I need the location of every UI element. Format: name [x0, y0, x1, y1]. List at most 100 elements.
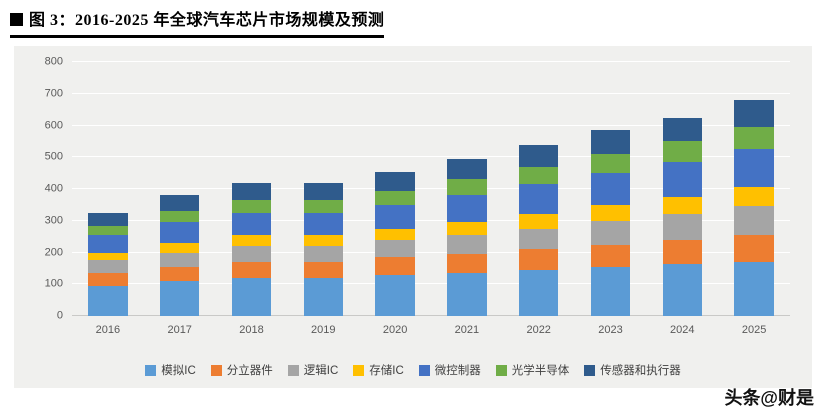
legend-swatch-icon	[353, 364, 365, 376]
bar-segment	[231, 182, 272, 201]
bar-segment	[447, 158, 487, 180]
x-axis-tick-label: 2025	[741, 324, 767, 336]
bar-segment	[159, 195, 200, 212]
y-axis-tick-label: 700	[44, 87, 63, 100]
bar-segment	[590, 266, 631, 316]
bar-segment	[590, 130, 631, 155]
watermark-text: 头条@财是	[724, 388, 814, 408]
legend-item: 传感器和执行器	[584, 362, 681, 378]
bar-segment	[231, 277, 272, 316]
bar-segment	[590, 220, 631, 245]
legend-label: 模拟IC	[161, 365, 196, 377]
bar-segment	[231, 246, 272, 263]
bar-segment	[303, 235, 344, 247]
bar-segment	[662, 117, 703, 142]
stacked-bar-2022	[518, 144, 559, 316]
figure-title-row: 图 3：2016-2025 年全球汽车芯片市场规模及预测	[10, 6, 385, 38]
x-axis-tick-label: 2024	[670, 324, 695, 336]
legend-item: 微控制器	[418, 362, 481, 378]
bar-segment	[518, 269, 559, 316]
bar-segment	[88, 260, 128, 274]
legend-item: 分立器件	[210, 362, 273, 378]
bar-segment	[375, 171, 415, 191]
bar-segment	[88, 225, 128, 236]
bar-segment	[303, 262, 344, 278]
title-square-icon	[10, 12, 23, 26]
bar-segment	[734, 100, 774, 128]
y-axis-tick-label: 300	[44, 214, 63, 227]
bar-segment	[303, 277, 344, 316]
legend-swatch-icon	[418, 364, 430, 376]
bar-segment	[518, 184, 559, 215]
bar-segment	[734, 127, 774, 150]
bar-segment	[159, 242, 200, 253]
legend-item: 存储IC	[353, 362, 404, 378]
bar-segment	[662, 239, 703, 264]
figure-title-underline: 图 3：2016-2025 年全球汽车芯片市场规模及预测	[10, 6, 385, 38]
legend-swatch-icon	[210, 364, 222, 376]
stacked-bar-2023	[590, 130, 631, 316]
bar-segment	[734, 149, 774, 188]
gridline	[72, 283, 790, 285]
bar-segment	[159, 266, 200, 282]
x-axis-line	[72, 315, 790, 316]
stacked-bar-2018	[231, 182, 272, 316]
legend-label: 微控制器	[434, 365, 481, 377]
bar-segment	[303, 182, 344, 201]
bar-segment	[662, 196, 703, 215]
x-axis-tick-label: 2021	[454, 324, 480, 336]
bar-segment	[231, 200, 272, 213]
legend-item: 光学半导体	[495, 362, 570, 378]
chart-panel: 0 100 200 300 400 500 600 700 800 2016 2017 2018 20…	[14, 46, 812, 388]
bar-segment	[590, 204, 631, 221]
bar-segment	[375, 274, 415, 316]
stacked-bar-2019	[303, 182, 344, 316]
bar-segment	[590, 173, 631, 205]
x-axis-labels: 2016 2017 2018 2019 2020 2021 2022 2023 2024 2025	[72, 324, 790, 340]
x-axis-tick-label: 2017	[167, 324, 192, 336]
legend-swatch-icon	[495, 364, 507, 376]
bar-segment	[303, 212, 344, 236]
figure-title: 图 3：2016-2025 年全球汽车芯片市场规模及预测	[29, 12, 385, 29]
gridline	[72, 61, 790, 62]
legend-label: 逻辑IC	[303, 365, 339, 377]
bar-segment	[518, 228, 559, 250]
bar-segment	[375, 239, 415, 258]
x-axis-tick-label: 2019	[311, 324, 336, 336]
bar-segment	[375, 204, 415, 229]
y-axis-tick-label: 800	[44, 55, 63, 68]
y-axis-tick-label: 600	[44, 119, 63, 131]
bar-segment	[518, 166, 559, 185]
bar-segment	[447, 235, 487, 255]
bar-segment	[734, 235, 774, 263]
bar-segment	[88, 212, 128, 226]
bar-segment	[159, 211, 200, 223]
gridline	[72, 188, 790, 189]
gridline	[72, 124, 790, 126]
stacked-bar-2020	[375, 171, 415, 316]
bar-segment	[447, 195, 487, 223]
bar-segment	[375, 257, 415, 275]
bar-segment	[447, 273, 487, 316]
gridline	[72, 156, 790, 158]
bar-segment	[231, 235, 272, 247]
bar-segment	[231, 262, 272, 278]
stacked-bar-2016	[88, 212, 128, 316]
bar-segment	[447, 222, 487, 236]
plot-area: 0 100 200 300 400 500 600 700 800	[45, 56, 790, 321]
y-axis-tick-label: 100	[44, 277, 63, 290]
legend-label: 光学半导体	[511, 365, 570, 377]
legend-item: 模拟IC	[145, 362, 196, 378]
bar-segment	[88, 273, 128, 286]
x-axis-tick-label: 2020	[382, 324, 408, 336]
chart-legend: 模拟IC 分立器件 逻辑IC 存储IC 微控制器 光学半导体 传感器和执行器	[14, 362, 812, 378]
x-axis-tick-label: 2016	[95, 324, 121, 336]
bar-segment	[88, 285, 128, 316]
bar-segment	[88, 252, 128, 261]
gridline	[72, 251, 790, 253]
stacked-bar-2024	[662, 117, 703, 316]
bar-segment	[590, 244, 631, 267]
bar-segment	[447, 254, 487, 274]
x-axis-tick-label: 2023	[598, 324, 623, 336]
bar-segment	[159, 222, 200, 243]
